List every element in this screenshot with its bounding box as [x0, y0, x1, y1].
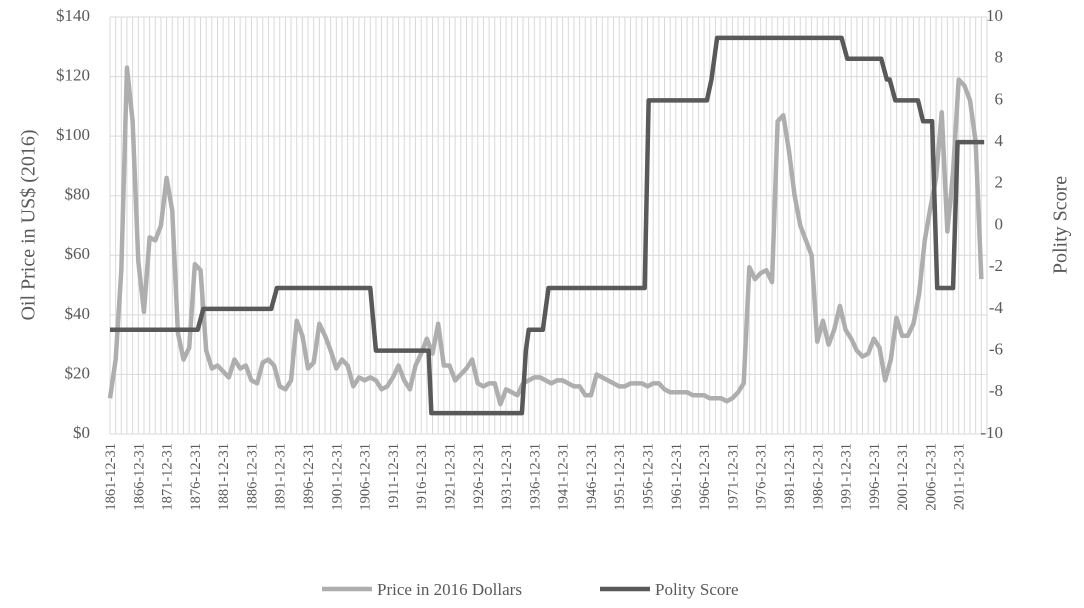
right-tick-label: -6 [989, 340, 1003, 359]
x-tick-label: 1886-12-31 [244, 443, 260, 511]
x-tick-label: 1876-12-31 [188, 443, 204, 511]
x-tick-label: 1866-12-31 [131, 443, 147, 511]
x-tick-label: 1911-12-31 [386, 443, 402, 510]
right-axis-title: Polity Score [1050, 176, 1072, 274]
right-tick-label: 6 [995, 89, 1004, 108]
right-axis-ticks: -10 -8 -6 -4 -2 0 2 4 6 8 10 [980, 6, 1003, 442]
x-tick-label: 1961-12-31 [669, 443, 685, 511]
left-tick-label: $60 [65, 244, 91, 263]
vertical-gridlines [109, 17, 988, 434]
x-axis-ticks: 1861-12-31 1866-12-31 1871-12-31 1876-12-31… [103, 443, 968, 511]
left-tick-label: $100 [56, 125, 90, 144]
x-tick-label: 1936-12-31 [527, 443, 543, 511]
x-tick-label: 2006-12-31 [923, 443, 939, 511]
left-tick-label: $140 [56, 6, 90, 25]
x-tick-label: 1906-12-31 [358, 443, 374, 511]
x-tick-label: 2001-12-31 [895, 443, 911, 511]
x-tick-label: 1941-12-31 [556, 443, 572, 511]
right-tick-label: 4 [995, 131, 1004, 150]
x-tick-label: 1931-12-31 [499, 443, 515, 511]
left-axis-ticks: $0 $20 $40 $60 $80 $100 $120 $140 [56, 6, 90, 442]
legend: Price in 2016 Dollars Polity Score [322, 580, 739, 599]
right-tick-label: 10 [986, 6, 1003, 25]
left-axis-title: Oil Price in US$ (2016) [18, 129, 40, 320]
x-tick-label: 1921-12-31 [442, 443, 458, 511]
series-line-price [107, 65, 984, 407]
right-tick-label: -10 [980, 423, 1003, 442]
right-tick-label: 2 [995, 173, 1004, 192]
left-tick-label: $40 [65, 304, 91, 323]
left-tick-label: $20 [65, 363, 91, 382]
right-tick-label: -8 [989, 381, 1003, 400]
x-tick-label: 1986-12-31 [810, 443, 826, 511]
x-tick-label: 1956-12-31 [641, 443, 657, 511]
x-tick-label: 1996-12-31 [867, 443, 883, 511]
x-tick-label: 1976-12-31 [754, 443, 770, 511]
x-tick-label: 1871-12-31 [160, 443, 176, 511]
x-tick-label: 1916-12-31 [414, 443, 430, 511]
x-tick-label: 1926-12-31 [471, 443, 487, 511]
left-tick-label: $80 [65, 185, 91, 204]
right-tick-label: -2 [989, 256, 1003, 275]
x-tick-label: 1881-12-31 [216, 443, 232, 511]
right-tick-label: -4 [989, 298, 1004, 317]
left-tick-label: $120 [56, 65, 90, 84]
x-tick-label: 1971-12-31 [725, 443, 741, 511]
horizontal-gridlines [110, 16, 987, 435]
x-tick-label: 1861-12-31 [103, 443, 119, 511]
x-tick-label: 1946-12-31 [584, 443, 600, 511]
legend-label-price: Price in 2016 Dollars [377, 580, 522, 599]
right-tick-label: 8 [995, 48, 1004, 67]
series-layer [107, 35, 985, 416]
x-tick-label: 1991-12-31 [839, 443, 855, 511]
x-tick-label: 1966-12-31 [697, 443, 713, 511]
right-tick-label: 0 [995, 214, 1004, 233]
left-tick-label: $0 [73, 423, 90, 442]
x-tick-label: 1896-12-31 [301, 443, 317, 511]
legend-label-polity: Polity Score [655, 580, 739, 599]
series-line-polity [110, 35, 985, 416]
x-tick-label: 1891-12-31 [273, 443, 289, 511]
x-tick-label: 1951-12-31 [612, 443, 628, 511]
x-tick-label: 1981-12-31 [782, 443, 798, 511]
x-tick-label: 1901-12-31 [329, 443, 345, 511]
x-tick-label: 2011-12-31 [952, 443, 968, 510]
